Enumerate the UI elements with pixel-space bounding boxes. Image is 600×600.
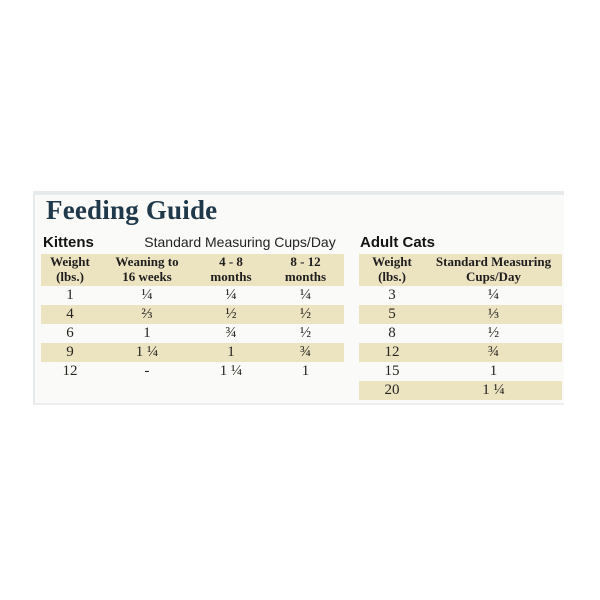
cell: 1 ¼ [219,363,243,379]
cell: ⅓ [487,306,500,322]
cell: 5 [388,306,396,322]
adult-cats-label: Adult Cats [360,234,435,251]
cell: ½ [299,306,312,322]
cell: 20 [384,382,400,398]
table-row: 20 1 ¼ [359,381,562,400]
header-cell: Weight (lbs.) [50,254,90,284]
cell: ½ [487,325,500,341]
cell: ¾ [225,325,237,341]
header-cell: 8 - 12 months [284,254,327,284]
cell: 12 [384,344,400,360]
table-row: 12 - 1 ¼ 1 [41,362,344,381]
table-row: 1 ¼ ¼ ¼ [41,286,344,305]
cell: ¼ [225,287,237,303]
cell: 8 [388,325,396,341]
cell: 1 ¼ [135,344,159,360]
cell: 9 [66,344,74,360]
feeding-guide-panel: Feeding Guide Kittens Standard Measuring… [33,191,564,405]
cell: ½ [225,306,237,322]
table-row: 6 1 ¾ ½ [41,324,344,343]
table-row: 15 1 [359,362,562,381]
cell: ¾ [299,344,312,360]
kittens-subtitle: Standard Measuring Cups/Day [144,234,336,250]
header-cell: Weight (lbs.) [372,254,412,284]
cell: 1 ¼ [482,382,505,398]
table-row: 8 ½ [359,324,562,343]
cell: 15 [384,363,400,379]
kittens-label: Kittens [43,234,94,251]
kittens-table-header: Weight (lbs.) Weaning to 16 weeks 4 - 8 … [41,254,344,286]
table-row: 3 ¼ [359,286,562,305]
cell: 1 [301,363,310,379]
cell: ½ [299,325,312,341]
cell: ¼ [299,287,312,303]
header-cell: Standard Measuring Cups/Day [435,254,552,284]
cell: ¾ [487,344,500,360]
table-captions-row: Kittens Standard Measuring Cups/Day Adul… [35,234,564,252]
cell: 4 [66,306,74,322]
cell: 12 [62,363,78,379]
table-row: 5 ⅓ [359,305,562,324]
cell: ¼ [487,287,500,303]
cell: 3 [388,287,396,303]
header-cell: 4 - 8 months [210,254,252,284]
cell: ⅔ [141,306,153,322]
cell: 1 [489,363,498,379]
table-row: 4 ⅔ ½ ½ [41,305,344,324]
table-row: 9 1 ¼ 1 ¾ [41,343,344,362]
header-cell: Weaning to 16 weeks [115,254,179,284]
cell: 1 [143,325,151,341]
adult-cats-table-header: Weight (lbs.) Standard Measuring Cups/Da… [359,254,562,286]
adult-cats-table: Weight (lbs.) Standard Measuring Cups/Da… [359,254,562,400]
cell: - [144,363,150,379]
cell: 1 [66,287,74,303]
cell: ¼ [141,287,153,303]
kittens-table: Weight (lbs.) Weaning to 16 weeks 4 - 8 … [41,254,344,381]
cell: 6 [66,325,74,341]
page-title: Feeding Guide [46,195,218,225]
cell: 1 [227,344,235,360]
table-row: 12 ¾ [359,343,562,362]
